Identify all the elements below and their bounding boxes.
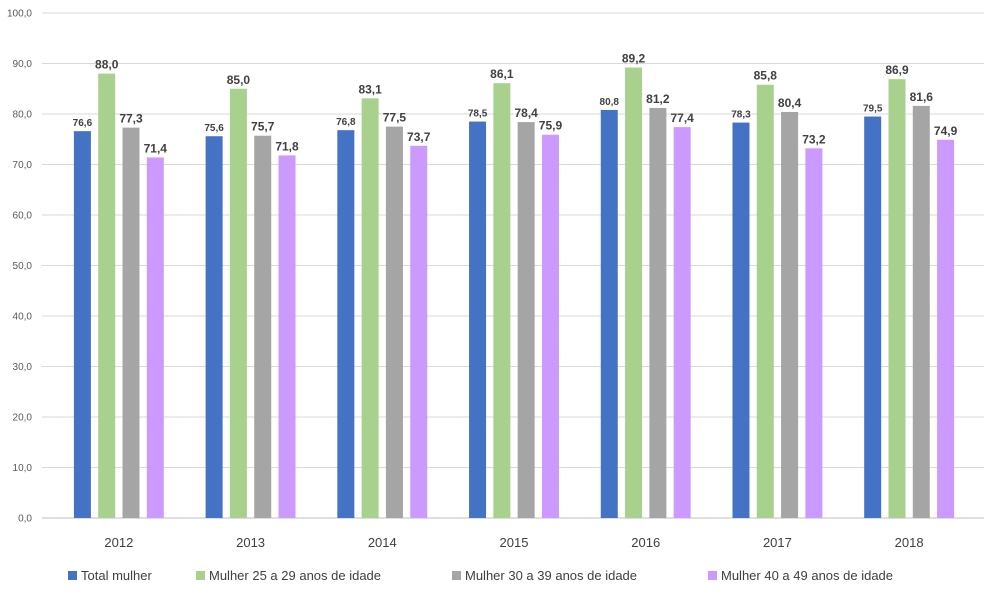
data-label: 88,0 bbox=[95, 58, 119, 72]
data-label: 85,0 bbox=[227, 73, 251, 87]
data-label: 71,8 bbox=[275, 139, 299, 153]
data-label: 79,5 bbox=[863, 104, 883, 115]
bar bbox=[278, 155, 296, 518]
legend-swatch bbox=[708, 571, 717, 580]
bar bbox=[732, 122, 750, 519]
data-label: 77,3 bbox=[119, 112, 143, 126]
bar bbox=[73, 131, 91, 519]
legend: Total mulher Mulher 25 a 29 anos de idade… bbox=[68, 568, 893, 583]
bar bbox=[937, 139, 955, 518]
bars bbox=[73, 67, 955, 519]
y-tick-label: 60,0 bbox=[13, 211, 33, 222]
bar bbox=[673, 127, 691, 518]
x-tick-label: 2017 bbox=[763, 535, 792, 550]
x-tick-label: 2018 bbox=[895, 535, 924, 550]
y-tick-label: 40,0 bbox=[13, 312, 33, 323]
data-label: 75,9 bbox=[539, 119, 563, 133]
bar bbox=[888, 79, 906, 518]
legend-swatch bbox=[68, 571, 77, 580]
bar bbox=[337, 130, 355, 518]
data-label: 75,7 bbox=[251, 120, 275, 134]
y-tick-label: 100,0 bbox=[7, 9, 32, 20]
bar bbox=[649, 107, 667, 518]
x-tick-label: 2013 bbox=[236, 535, 265, 550]
y-tick-label: 0,0 bbox=[18, 514, 32, 525]
data-label: 80,4 bbox=[778, 96, 802, 110]
data-label: 71,4 bbox=[144, 141, 168, 155]
data-label: 75,6 bbox=[204, 123, 224, 134]
data-label: 80,8 bbox=[600, 97, 620, 108]
bar bbox=[469, 121, 487, 518]
data-label: 77,5 bbox=[383, 111, 407, 125]
data-label: 89,2 bbox=[622, 52, 646, 66]
data-label: 73,2 bbox=[802, 132, 826, 146]
bar bbox=[541, 134, 559, 518]
y-tick-label: 10,0 bbox=[13, 463, 33, 474]
x-tick-label: 2012 bbox=[104, 535, 133, 550]
x-axis-ticks: 2012 2013 2014 2015 2016 2017 2018 bbox=[104, 535, 923, 550]
y-tick-label: 30,0 bbox=[13, 362, 33, 373]
legend-swatch bbox=[452, 571, 461, 580]
data-label: 86,1 bbox=[490, 67, 514, 81]
bar bbox=[912, 105, 930, 519]
data-label: 81,2 bbox=[646, 92, 670, 106]
gridlines bbox=[42, 12, 984, 519]
data-label: 78,5 bbox=[468, 109, 488, 120]
bar bbox=[146, 157, 164, 518]
x-tick-label: 2016 bbox=[631, 535, 660, 550]
x-tick-label: 2015 bbox=[500, 535, 529, 550]
bar bbox=[805, 148, 823, 518]
bar bbox=[385, 126, 403, 518]
data-label: 86,9 bbox=[885, 63, 909, 77]
data-label: 83,1 bbox=[358, 82, 382, 96]
bar bbox=[600, 109, 618, 519]
legend-label: Mulher 30 a 39 anos de idade bbox=[465, 568, 637, 583]
legend-label: Mulher 25 a 29 anos de idade bbox=[209, 568, 381, 583]
y-axis-ticks: 0,0 10,0 20,0 30,0 40,0 50,0 60,0 70,0 80,0 90,0 1… bbox=[7, 9, 32, 525]
bar bbox=[493, 83, 511, 518]
bar bbox=[410, 145, 428, 518]
bar bbox=[254, 135, 272, 518]
y-tick-label: 50,0 bbox=[13, 261, 33, 272]
data-label: 77,4 bbox=[670, 111, 694, 125]
data-label: 74,9 bbox=[934, 124, 958, 138]
bar bbox=[781, 111, 799, 518]
data-label: 76,8 bbox=[336, 117, 356, 128]
bar bbox=[756, 84, 774, 519]
data-label: 85,8 bbox=[754, 69, 778, 83]
data-label: 76,6 bbox=[73, 118, 93, 129]
bar bbox=[864, 116, 882, 519]
y-tick-label: 20,0 bbox=[13, 413, 33, 424]
bar bbox=[122, 127, 140, 518]
y-tick-label: 80,0 bbox=[13, 110, 33, 121]
data-label: 81,6 bbox=[910, 90, 934, 104]
legend-label: Mulher 40 a 49 anos de idade bbox=[721, 568, 893, 583]
legend-label: Total mulher bbox=[81, 568, 152, 583]
bar bbox=[229, 88, 247, 518]
y-tick-label: 90,0 bbox=[13, 59, 33, 70]
x-tick-label: 2014 bbox=[368, 535, 397, 550]
bar bbox=[361, 98, 379, 518]
data-labels: 76,6 88,0 77,3 71,4 75,6 85,0 75,771,8 76,8 83,1… bbox=[73, 52, 958, 156]
data-label: 78,4 bbox=[514, 106, 538, 120]
data-label: 73,7 bbox=[407, 130, 431, 144]
y-tick-label: 70,0 bbox=[13, 160, 33, 171]
bar bbox=[625, 67, 643, 518]
legend-swatch bbox=[196, 571, 205, 580]
bar bbox=[205, 136, 223, 518]
bar bbox=[98, 73, 116, 518]
bar bbox=[517, 122, 535, 518]
data-label: 78,3 bbox=[731, 110, 751, 121]
